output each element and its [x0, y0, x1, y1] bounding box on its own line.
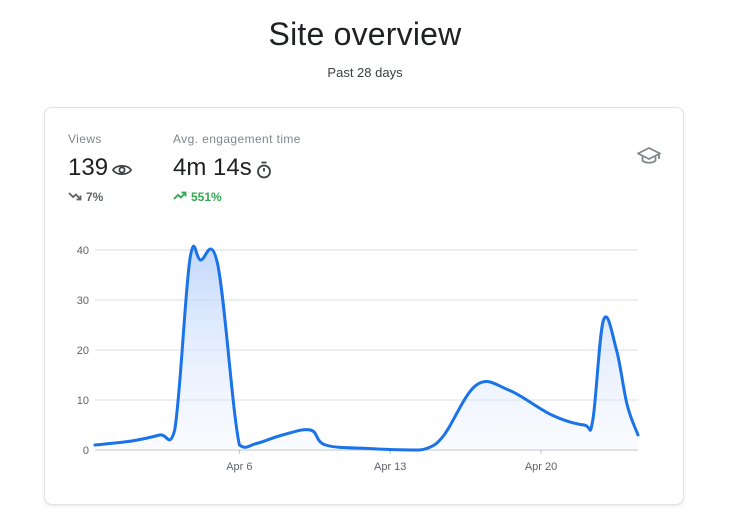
stopwatch-icon: [256, 161, 272, 179]
y-tick-label: 30: [77, 295, 89, 307]
x-tick-label: Apr 13: [374, 461, 406, 473]
engagement-metric[interactable]: Avg. engagement time 4m 14s: [173, 132, 301, 204]
views-change: 7%: [86, 190, 104, 204]
views-value: 139: [68, 154, 109, 181]
chart-area-fill: [95, 246, 638, 450]
overview-card: Views 139 7%: [44, 107, 684, 505]
y-tick-label: 0: [83, 445, 89, 457]
trend-down-icon: [68, 190, 82, 204]
views-metric[interactable]: Views 139 7%: [68, 132, 133, 204]
y-tick-label: 20: [77, 345, 89, 357]
page-subtitle: Past 28 days: [327, 65, 403, 80]
eye-icon: [112, 163, 133, 177]
y-tick-label: 40: [77, 245, 89, 257]
engagement-change: 551%: [191, 190, 222, 204]
engagement-label: Avg. engagement time: [173, 132, 301, 146]
page-title: Site overview: [268, 16, 462, 52]
views-area-chart: 0 10 20 30 40 Apr 6 Apr 13 Apr 20: [77, 244, 640, 473]
x-tick-label: Apr 20: [525, 461, 557, 473]
x-tick-label: Apr 6: [226, 461, 252, 473]
graduation-cap-icon[interactable]: [637, 146, 661, 171]
trend-up-icon: [173, 190, 187, 204]
y-tick-label: 10: [77, 395, 89, 407]
engagement-value: 4m 14s: [173, 154, 252, 181]
views-label: Views: [68, 132, 102, 146]
chart-series-line: [93, 244, 640, 452]
